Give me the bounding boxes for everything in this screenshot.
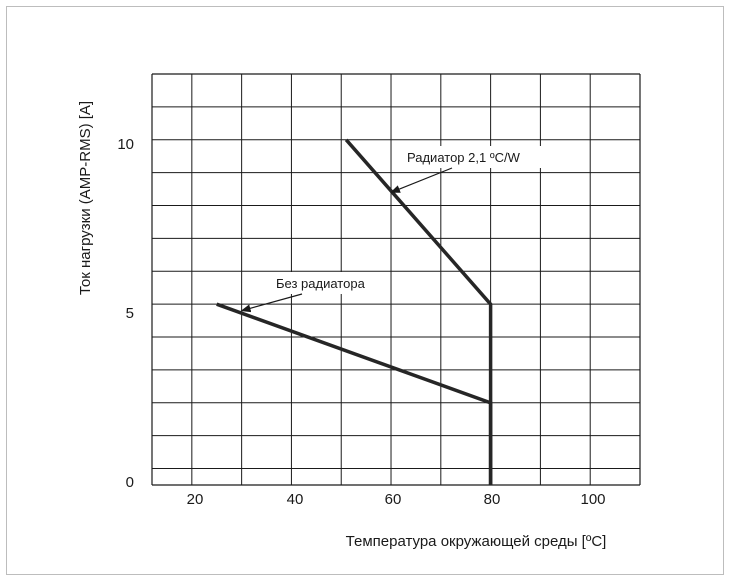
y-axis-title: Ток нагрузки (AMP-RMS) [A]: [77, 101, 94, 295]
annotation-arrow-radiator: [390, 167, 453, 193]
y-tick-label-10: 10: [117, 136, 134, 153]
x-tick-label-40: 40: [287, 491, 304, 508]
x-tick-label-20: 20: [187, 491, 204, 508]
x-axis-title: Температура окружающей среды [ºC]: [346, 533, 607, 550]
x-tick-label-60: 60: [385, 491, 402, 508]
y-tick-label-5: 5: [126, 305, 134, 322]
annotation-radiator-label: Радиатор 2,1 ºC/W: [407, 150, 521, 165]
chart-frame: [6, 6, 724, 575]
annotation-no-radiator-label: Без радиатора: [276, 276, 366, 291]
annotation-box-radiator: [403, 146, 543, 168]
grid: [151, 73, 641, 486]
annotation-box-no-radiator: [271, 272, 383, 294]
x-tick-label-100: 100: [580, 491, 605, 508]
annotation-arrow-no-radiator: [240, 293, 303, 313]
series-line-radiator: [344, 138, 493, 485]
y-tick-label-0: 0: [126, 474, 134, 491]
x-tick-label-80: 80: [484, 491, 501, 508]
series-line-no-radiator: [216, 302, 493, 485]
